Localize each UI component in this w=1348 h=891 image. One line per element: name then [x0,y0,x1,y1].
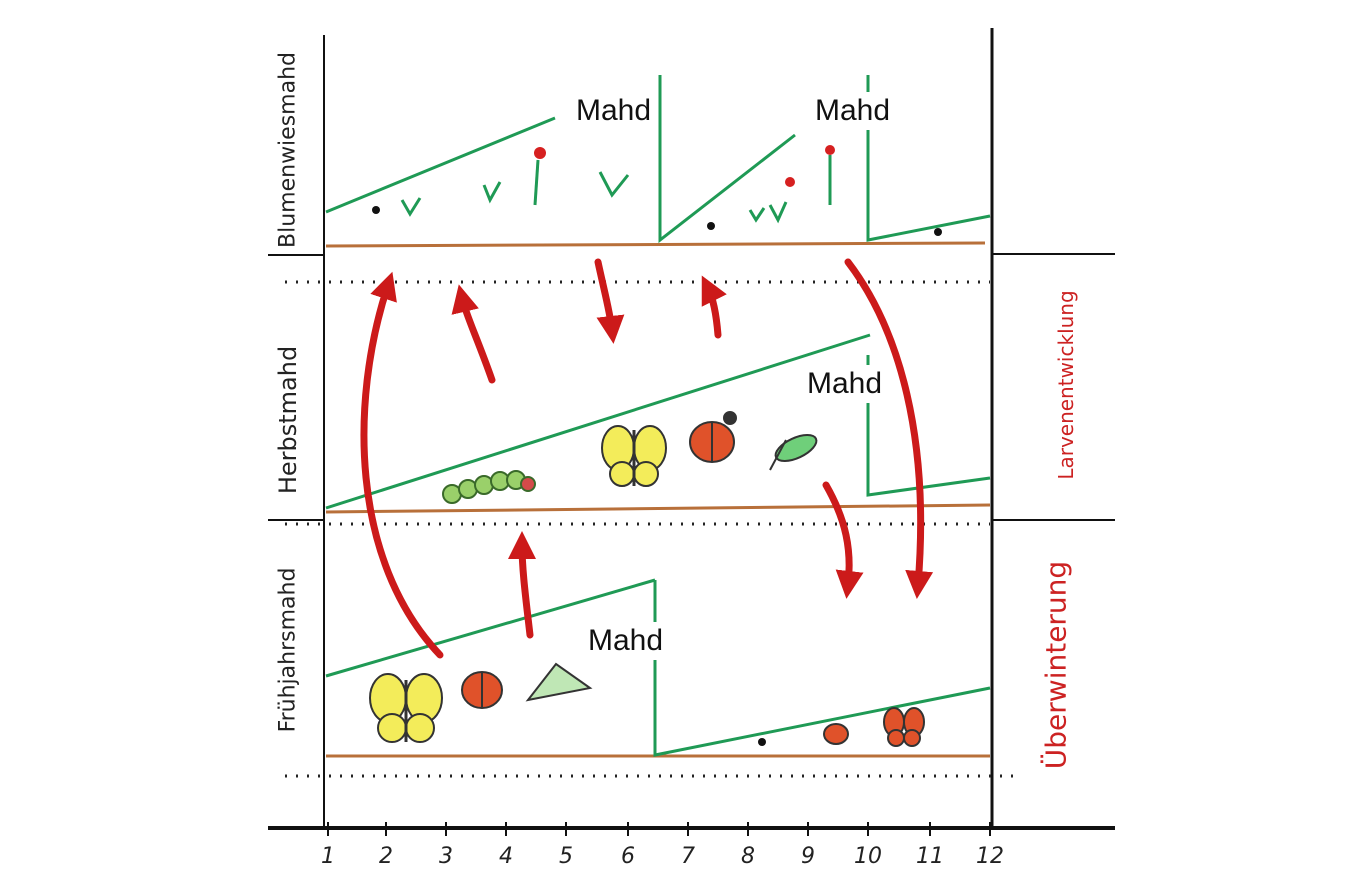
row-label-blumenwiesmahd: Blumenwiesmahd [276,52,301,248]
stage-label-larvenentwicklung: Larvenentwicklung [1054,290,1078,479]
mahd-label: Mahd [570,92,657,130]
growth-row3-b [655,580,990,755]
ground-line-row2 [326,505,990,512]
x-tick-label: 1 [321,844,335,869]
butterfly-icon [370,674,442,742]
arrow-up-row2-b [708,288,718,335]
x-tick-label: 11 [916,844,944,869]
ground-line-row1 [326,243,985,246]
row-label-herbstmahd: Herbstmahd [274,346,302,494]
stage-label-ueberwinterung: Überwinterung [1040,561,1073,769]
x-tick-label: 3 [439,844,453,869]
grasshopper-icon [770,430,820,470]
arrow-down-row1 [598,262,612,330]
x-tick-label: 6 [621,844,635,869]
arrow-up-row2-a [462,298,492,380]
x-tick-label: 7 [681,844,695,869]
x-tick-label: 8 [741,844,755,869]
x-tick-label: 5 [559,844,573,869]
ladybug-icon [690,412,736,462]
mahd-label: Mahd [801,365,888,403]
butterfly-icon [884,708,924,746]
arrow-up-row3 [522,545,530,635]
caterpillar-icon [443,471,535,503]
x-tick-label: 9 [801,844,815,869]
arrow-down-row2 [826,485,849,585]
x-tick-label: 2 [379,844,393,869]
butterfly-icon [602,426,666,486]
ladybug-icon [462,672,502,708]
grasshopper-icon [528,664,590,700]
growth-row2-a [326,335,870,508]
growth-row1-a [326,118,555,212]
ladybug-icon [824,724,848,744]
x-tick-label: 12 [976,844,1004,869]
flower-icon [534,145,835,205]
mahd-label: Mahd [582,622,669,660]
x-tick-label: 10 [854,844,882,869]
seedling-icon [402,172,786,220]
arrow-spring-to-summer [364,285,440,655]
mahd-label: Mahd [809,92,896,130]
row-label-fruehjahrsmahd: Frühjahrsmahd [276,568,301,733]
arrow-long-down [848,262,921,585]
x-tick-label: 4 [499,844,513,869]
